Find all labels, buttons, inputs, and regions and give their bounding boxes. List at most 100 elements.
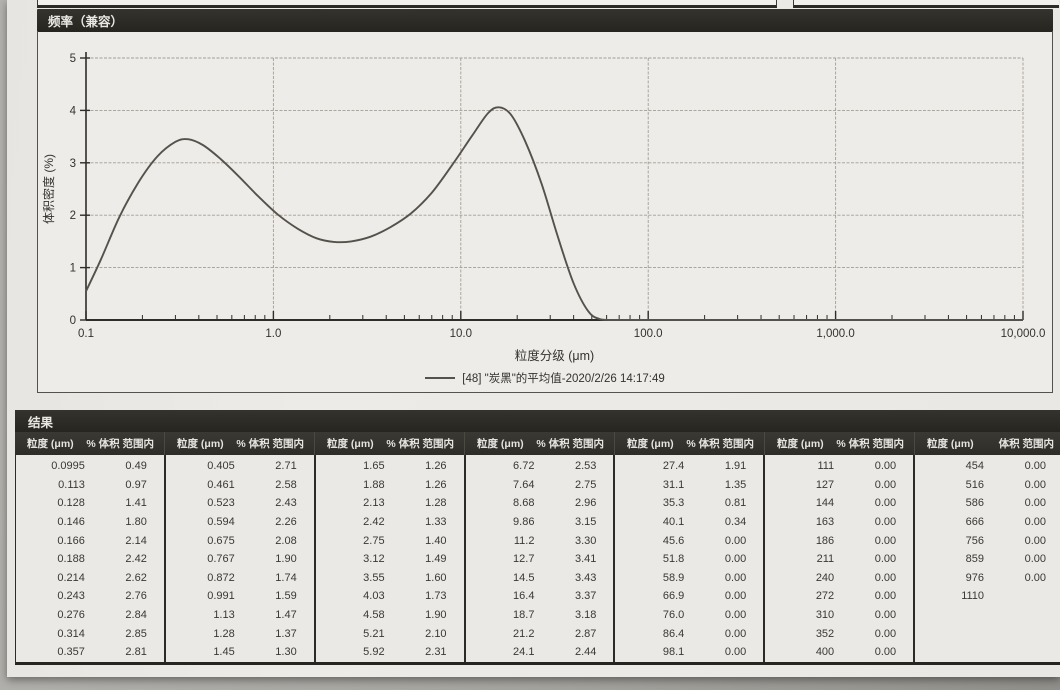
table-row: 0.146 1.80	[16, 513, 164, 532]
cell-volume-pct: 3.37	[575, 590, 597, 603]
cell-size: 5.92	[363, 646, 385, 659]
x-tick-label: 10,000.0	[1001, 328, 1046, 340]
cell-size: 0.113	[58, 478, 85, 491]
table-row: 14.5 3.43	[466, 569, 614, 588]
cell-volume-pct: 1.41	[125, 497, 147, 510]
cell-volume-pct: 0.00	[874, 497, 897, 510]
cell-volume-pct: 3.18	[575, 609, 597, 622]
cell-volume-pct: 2.62	[125, 571, 147, 584]
legend-line-swatch	[425, 377, 456, 379]
cell-size: 86.4	[662, 627, 685, 640]
cell-volume-pct: 1.60	[425, 571, 447, 584]
table-row: 24.1 2.44	[466, 643, 614, 662]
frequency-section-title: 频率（兼容）	[48, 15, 124, 29]
table-row: 4.58 1.90	[316, 606, 464, 625]
cell-size: 9.86	[513, 516, 535, 529]
y-tick-label: 2	[70, 210, 76, 222]
results-col-header-group: 粒度 (μm) % 体积 范围内	[15, 432, 165, 455]
chart-panel: 0 1 2 3 4 5 0.1 1.0 10.0 100.0 1,000.0 10,000.0 体积密度…	[37, 32, 1053, 393]
cell-volume-pct: 0.00	[874, 478, 897, 491]
cell-size: 859	[965, 553, 985, 566]
cell-size: 1.88	[363, 478, 385, 491]
cell-size: 1.13	[213, 609, 235, 622]
cell-size: 0.146	[57, 516, 85, 529]
cell-volume-pct: 0.00	[724, 590, 747, 603]
cell-volume-pct: 2.84	[125, 609, 147, 622]
cell-volume-pct: 1.33	[425, 516, 447, 529]
cell-volume-pct: 1.47	[275, 609, 297, 622]
table-row: 1.28 1.37	[166, 624, 314, 643]
results-col-group: 1.65 1.26 1.88 1.26 2.13 1.28 2.42 1.33 2.75 1.40…	[316, 455, 466, 662]
col-header-volume: % 体积 范围内	[686, 438, 754, 450]
cell-volume-pct: 1.59	[275, 590, 297, 603]
table-row: 1110	[915, 587, 1060, 606]
col-header-size: 粒度 (μm)	[927, 438, 974, 450]
cell-size: 144	[815, 497, 835, 510]
cell-volume-pct: 1.30	[275, 646, 297, 659]
cell-size: 21.2	[513, 627, 535, 640]
gridlines	[86, 57, 1024, 320]
cell-volume-pct: 2.53	[575, 460, 597, 473]
col-header-volume: % 体积 范围内	[386, 438, 454, 450]
cell-size: 111	[817, 460, 835, 473]
y-tick-label: 3	[70, 158, 76, 170]
table-row: 86.4 0.00	[615, 624, 763, 643]
table-row: 310 0.00	[765, 606, 913, 625]
table-row: 1.88 1.26	[316, 476, 464, 495]
cell-volume-pct: 0.97	[125, 478, 147, 491]
table-row: 0.767 1.90	[166, 550, 314, 569]
cell-volume-pct: 0.00	[874, 534, 897, 547]
cell-size: 2.42	[363, 516, 385, 529]
cell-volume-pct: 0.00	[874, 571, 897, 584]
cell-volume-pct: 2.26	[275, 516, 297, 529]
cell-volume-pct: 0.00	[1024, 534, 1046, 547]
cell-size: 310	[815, 609, 835, 622]
cell-size: 76.0	[662, 609, 685, 622]
cell-size: 14.5	[513, 571, 535, 584]
table-row: 1.65 1.26	[316, 457, 464, 476]
cell-size: 0.188	[57, 553, 85, 566]
table-row: 756 0.00	[915, 531, 1060, 550]
y-tick-label: 5	[70, 53, 76, 65]
cell-volume-pct: 0.49	[125, 460, 147, 473]
cell-size: 0.128	[57, 497, 85, 510]
table-row: 0.357 2.81	[16, 643, 164, 662]
table-row: 0.991 1.59	[166, 587, 314, 606]
cell-size: 12.7	[513, 553, 535, 566]
cell-size: 0.0995	[51, 460, 85, 473]
table-row: 98.1 0.00	[615, 643, 763, 662]
table-row: 76.0 0.00	[615, 606, 763, 625]
cell-volume-pct: 1.26	[425, 478, 447, 491]
cell-volume-pct: 0.00	[1024, 571, 1046, 584]
results-section-header: 结果	[15, 410, 1060, 432]
x-tick-label: 10.0	[450, 328, 472, 340]
cell-size: 24.1	[513, 646, 535, 659]
cell-size: 98.1	[662, 646, 685, 659]
table-row: 3.12 1.49	[316, 550, 464, 569]
table-row: 186 0.00	[765, 531, 913, 550]
table-row: 0.675 2.08	[166, 531, 314, 550]
table-row: 21.2 2.87	[466, 624, 614, 643]
table-row: 58.9 0.00	[615, 569, 763, 588]
cell-size: 3.12	[363, 553, 385, 566]
table-row: 9.86 3.15	[466, 513, 614, 532]
cell-size: 0.675	[207, 534, 235, 547]
cell-volume-pct: 2.96	[575, 497, 597, 510]
cell-size: 240	[815, 571, 835, 584]
cell-size: 0.214	[57, 571, 85, 584]
table-row: 12.7 3.41	[466, 550, 614, 569]
x-tick-label: 0.1	[78, 328, 94, 340]
cell-volume-pct: 2.31	[425, 646, 447, 659]
cell-volume-pct: 1.28	[425, 497, 447, 510]
tick-marks	[80, 57, 1024, 321]
cell-size: 0.872	[207, 571, 235, 584]
table-row: 454 0.00	[915, 457, 1060, 476]
cell-size: 0.594	[207, 516, 235, 529]
cell-volume-pct: 1.49	[425, 553, 447, 566]
table-row: 18.7 3.18	[466, 606, 614, 625]
cell-size: 1.45	[213, 646, 235, 659]
cell-volume-pct: 2.08	[275, 534, 297, 547]
y-tick-label: 4	[70, 105, 77, 117]
table-row: 66.9 0.00	[615, 587, 763, 606]
cell-volume-pct: 2.87	[575, 627, 597, 640]
